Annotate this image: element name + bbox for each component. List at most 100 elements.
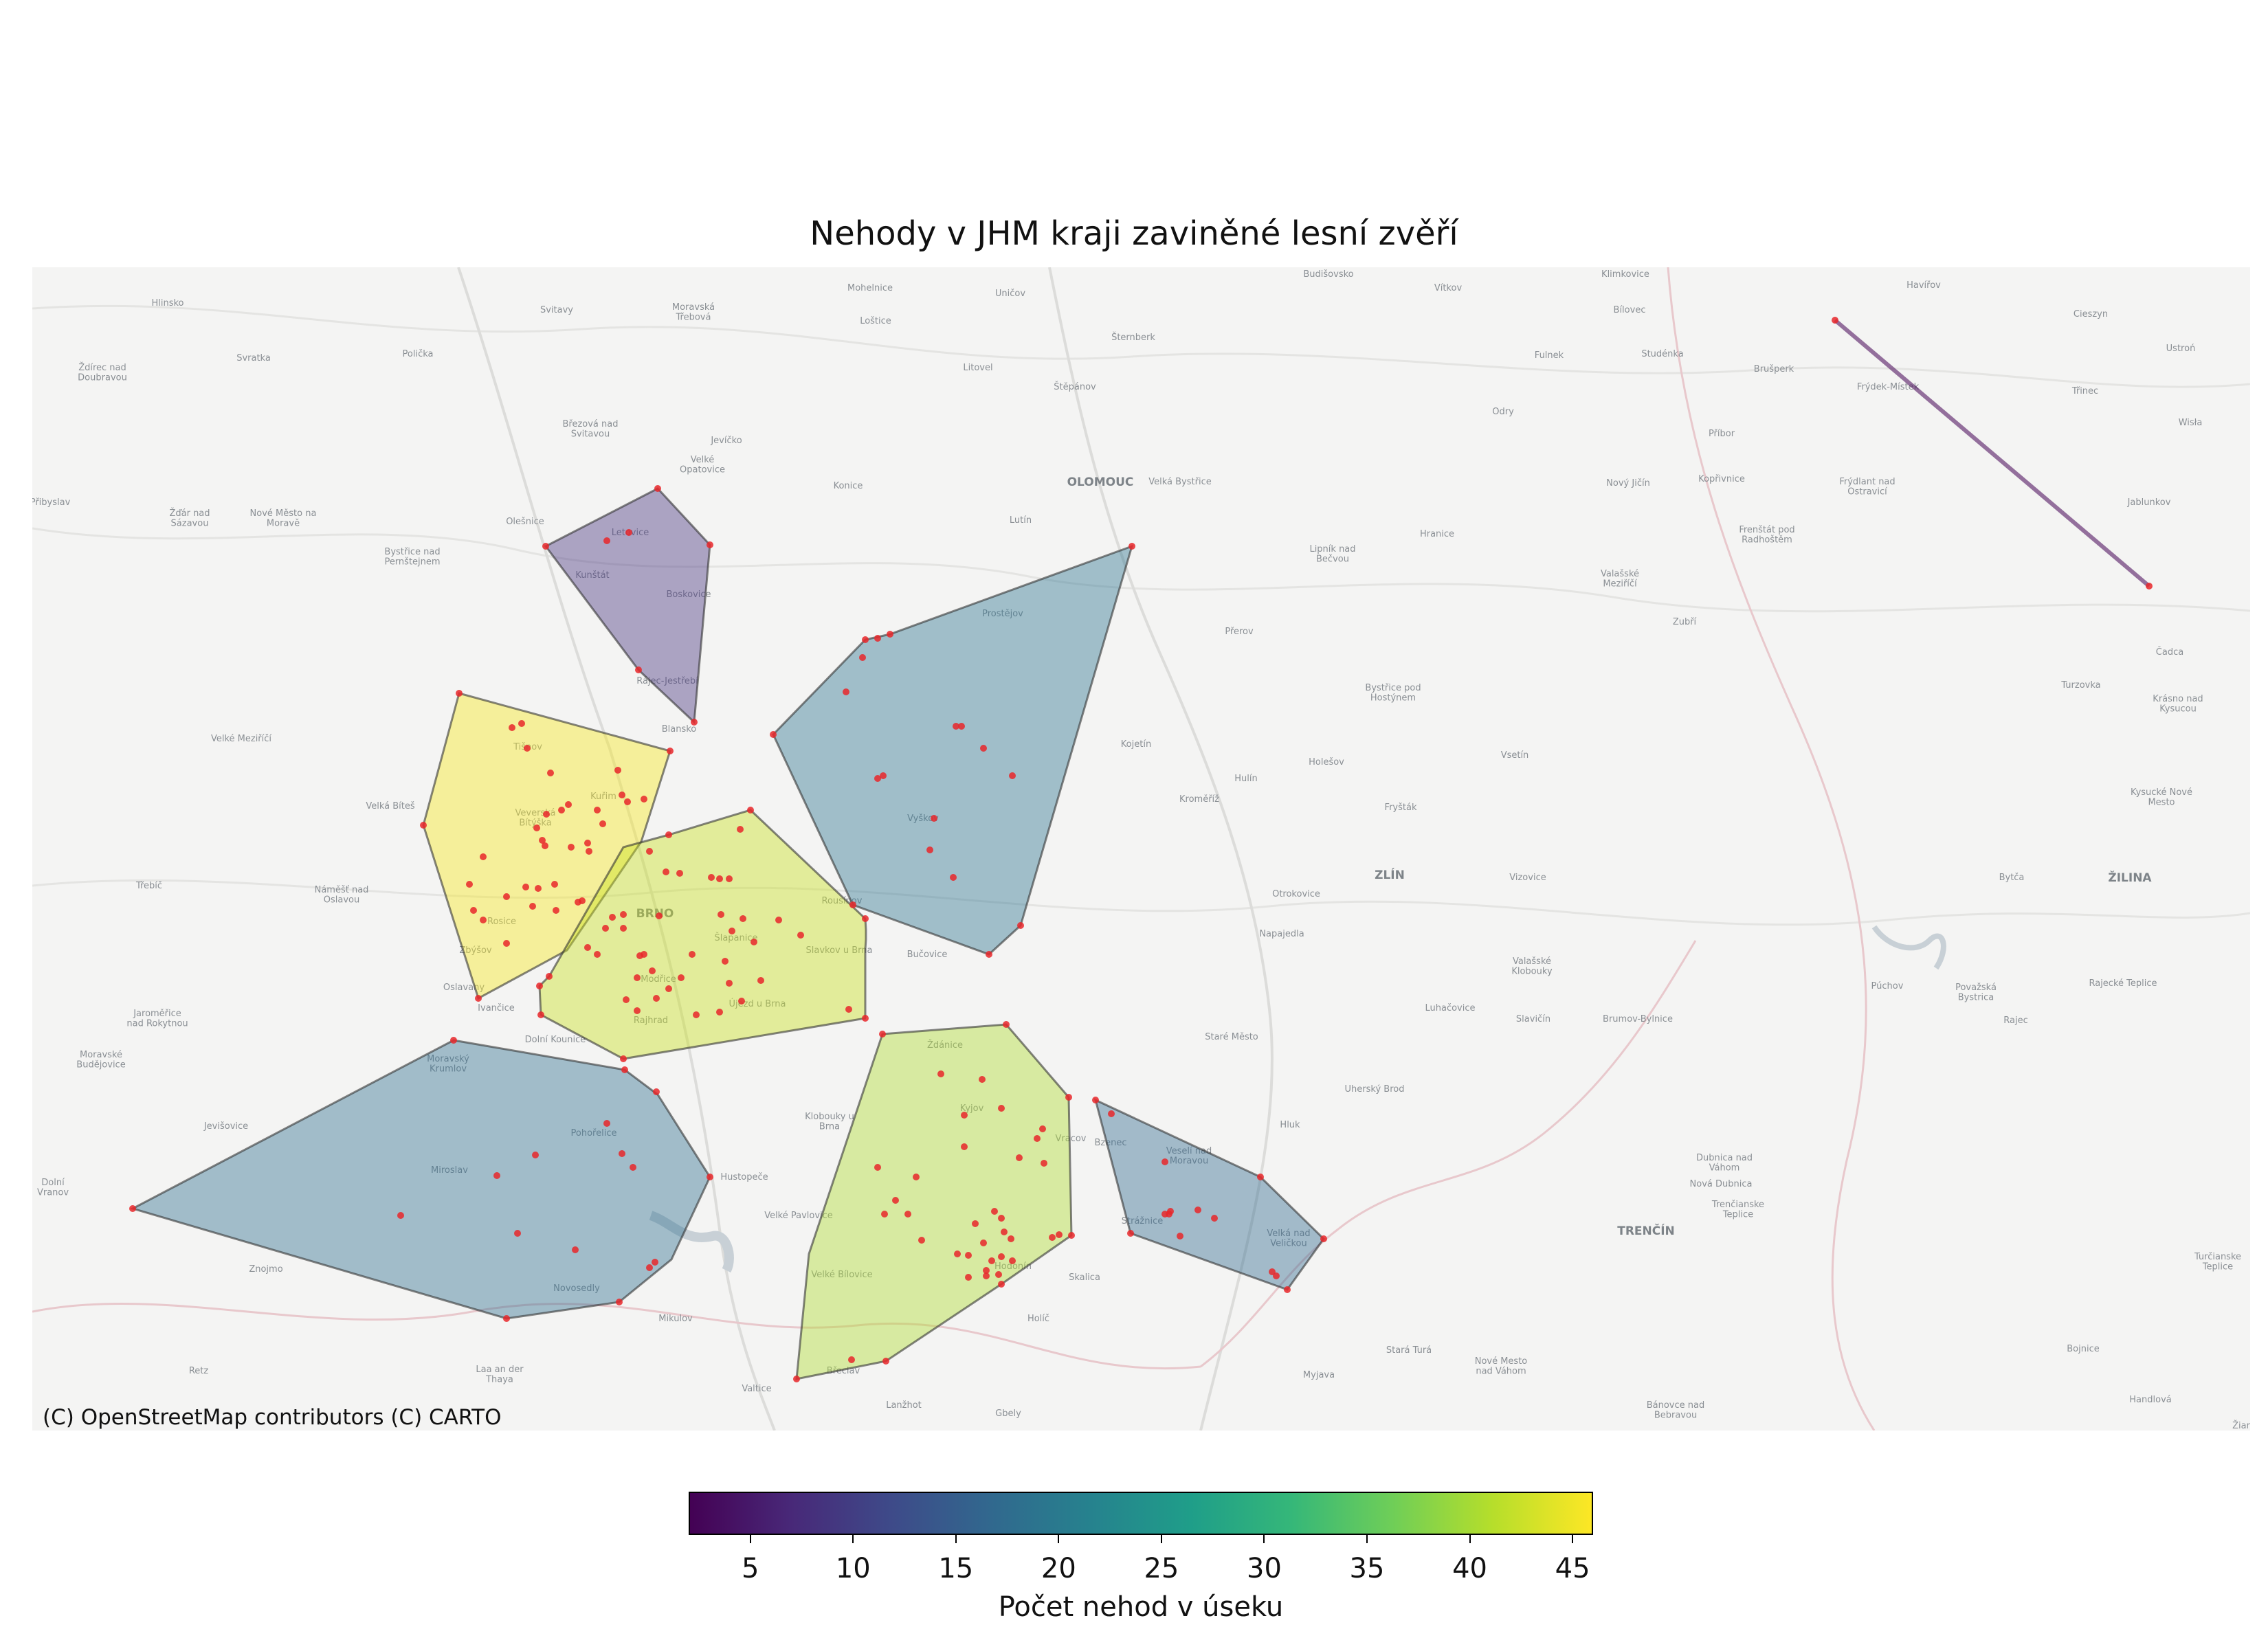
accident-point (740, 915, 746, 922)
accident-point (1041, 1160, 1047, 1167)
accident-point (654, 485, 661, 492)
place-label: Velké Bílovice (811, 1270, 872, 1280)
accident-point (602, 925, 609, 932)
accident-point (456, 690, 463, 697)
place-label: Bánovce nad Bebravou (1647, 1400, 1705, 1420)
colorbar-tick-label: 20 (1041, 1553, 1076, 1584)
place-label: Jablunkov (2127, 497, 2171, 508)
accident-point (988, 1257, 995, 1264)
accident-point (634, 974, 641, 981)
accident-point (1257, 1174, 1264, 1180)
place-label: Kyjov (960, 1103, 984, 1114)
accident-point (880, 772, 887, 779)
segment-polygon[interactable] (130, 1039, 711, 1320)
accident-point (729, 928, 735, 934)
place-label: Čadca (2156, 647, 2183, 658)
accident-point (656, 912, 663, 919)
accident-point (1129, 543, 1135, 550)
place-label: Uherský Brod (1345, 1084, 1405, 1095)
accident-point (980, 1239, 987, 1246)
place-label: BRNO (636, 907, 674, 921)
place-label: Dolní Kounice (525, 1035, 586, 1045)
colorbar-tick (749, 1535, 751, 1543)
accident-point (797, 932, 804, 939)
accident-point (983, 1267, 990, 1274)
accident-point (983, 1272, 990, 1279)
accident-point (1049, 1234, 1056, 1241)
accident-point (470, 907, 477, 914)
accident-point (594, 807, 601, 814)
place-label: Laa an der Thaya (476, 1365, 524, 1384)
accident-point (1008, 1235, 1014, 1242)
accident-point (551, 881, 558, 888)
accident-point (862, 636, 869, 643)
accident-point (475, 995, 482, 1002)
accident-point (1166, 1211, 1172, 1218)
accident-point (843, 688, 849, 695)
accident-point (1039, 1125, 1046, 1132)
accident-point (678, 974, 685, 981)
segment-polygon[interactable] (772, 544, 1134, 956)
accident-point (879, 1031, 886, 1037)
accident-point (848, 1356, 855, 1363)
accident-point (509, 724, 515, 731)
accident-point (1320, 1235, 1327, 1242)
accident-point (845, 1006, 852, 1013)
accident-point (862, 915, 869, 922)
place-label: Mohelnice (847, 283, 893, 293)
map-attribution: (C) OpenStreetMap contributors (C) CARTO (43, 1405, 502, 1430)
accident-point (937, 1070, 944, 1077)
place-label: Kunštát (575, 570, 609, 581)
place-label: Velké Opatovice (680, 455, 725, 475)
accident-point (616, 1299, 623, 1305)
place-label: Velké Meziříčí (211, 734, 271, 744)
accident-point (979, 1076, 986, 1083)
accident-point (586, 848, 592, 855)
accident-point (539, 837, 546, 844)
segment-polygon[interactable] (1093, 1098, 1325, 1291)
place-label: Vsetín (1501, 750, 1529, 761)
accident-point (904, 1211, 911, 1218)
accident-point (623, 996, 630, 1003)
place-label: Rajecké Teplice (2089, 978, 2157, 989)
place-label: Stará Turá (1386, 1345, 1432, 1356)
accident-point (1065, 1094, 1072, 1101)
place-label: Uničov (995, 289, 1025, 299)
place-label: Jevišovice (203, 1121, 248, 1132)
place-label: TRENČÍN (1617, 1223, 1675, 1238)
place-label: Přerov (1225, 627, 1254, 637)
place-label: Třebíč (135, 881, 162, 891)
accident-point (542, 543, 549, 550)
accident-point (953, 723, 959, 730)
accident-point (998, 1281, 1005, 1288)
place-label: Šternberk (1111, 332, 1155, 343)
accident-point (1108, 1110, 1115, 1117)
accident-point (614, 767, 621, 774)
place-label: Moravské Budějovice (76, 1050, 125, 1070)
place-label: Holíč (1027, 1314, 1049, 1324)
accident-point (480, 917, 487, 923)
accident-point (667, 748, 674, 754)
accident-point (1127, 1230, 1134, 1237)
place-label: Znojmo (249, 1264, 282, 1275)
accident-point (874, 635, 881, 642)
accident-point (568, 844, 575, 851)
accident-point (620, 925, 627, 932)
map-canvas[interactable]: Hlinsko Svitavy Moravská Třebová Mohelnic… (32, 267, 2250, 1431)
accident-point (503, 940, 510, 947)
colorbar-tick (1469, 1535, 1471, 1543)
accident-point (575, 899, 581, 906)
place-label: Brušperk (1754, 364, 1794, 374)
accident-point (543, 811, 550, 818)
place-label: Wisła (2179, 418, 2203, 428)
segment-polygon[interactable] (544, 487, 711, 725)
accident-point (1009, 1257, 1016, 1264)
accident-point (718, 911, 724, 918)
place-label: Frýdlant nad Ostravicí (1839, 477, 1895, 497)
basemap-frame[interactable]: Hlinsko Svitavy Moravská Třebová Mohelnic… (32, 267, 2250, 1431)
accident-point (965, 1274, 972, 1281)
segment-line[interactable] (1834, 318, 2150, 588)
place-label: Bojnice (2067, 1344, 2099, 1354)
place-label: Turčianske Teplice (2194, 1252, 2241, 1272)
place-label: Fryšták (1385, 803, 1417, 813)
